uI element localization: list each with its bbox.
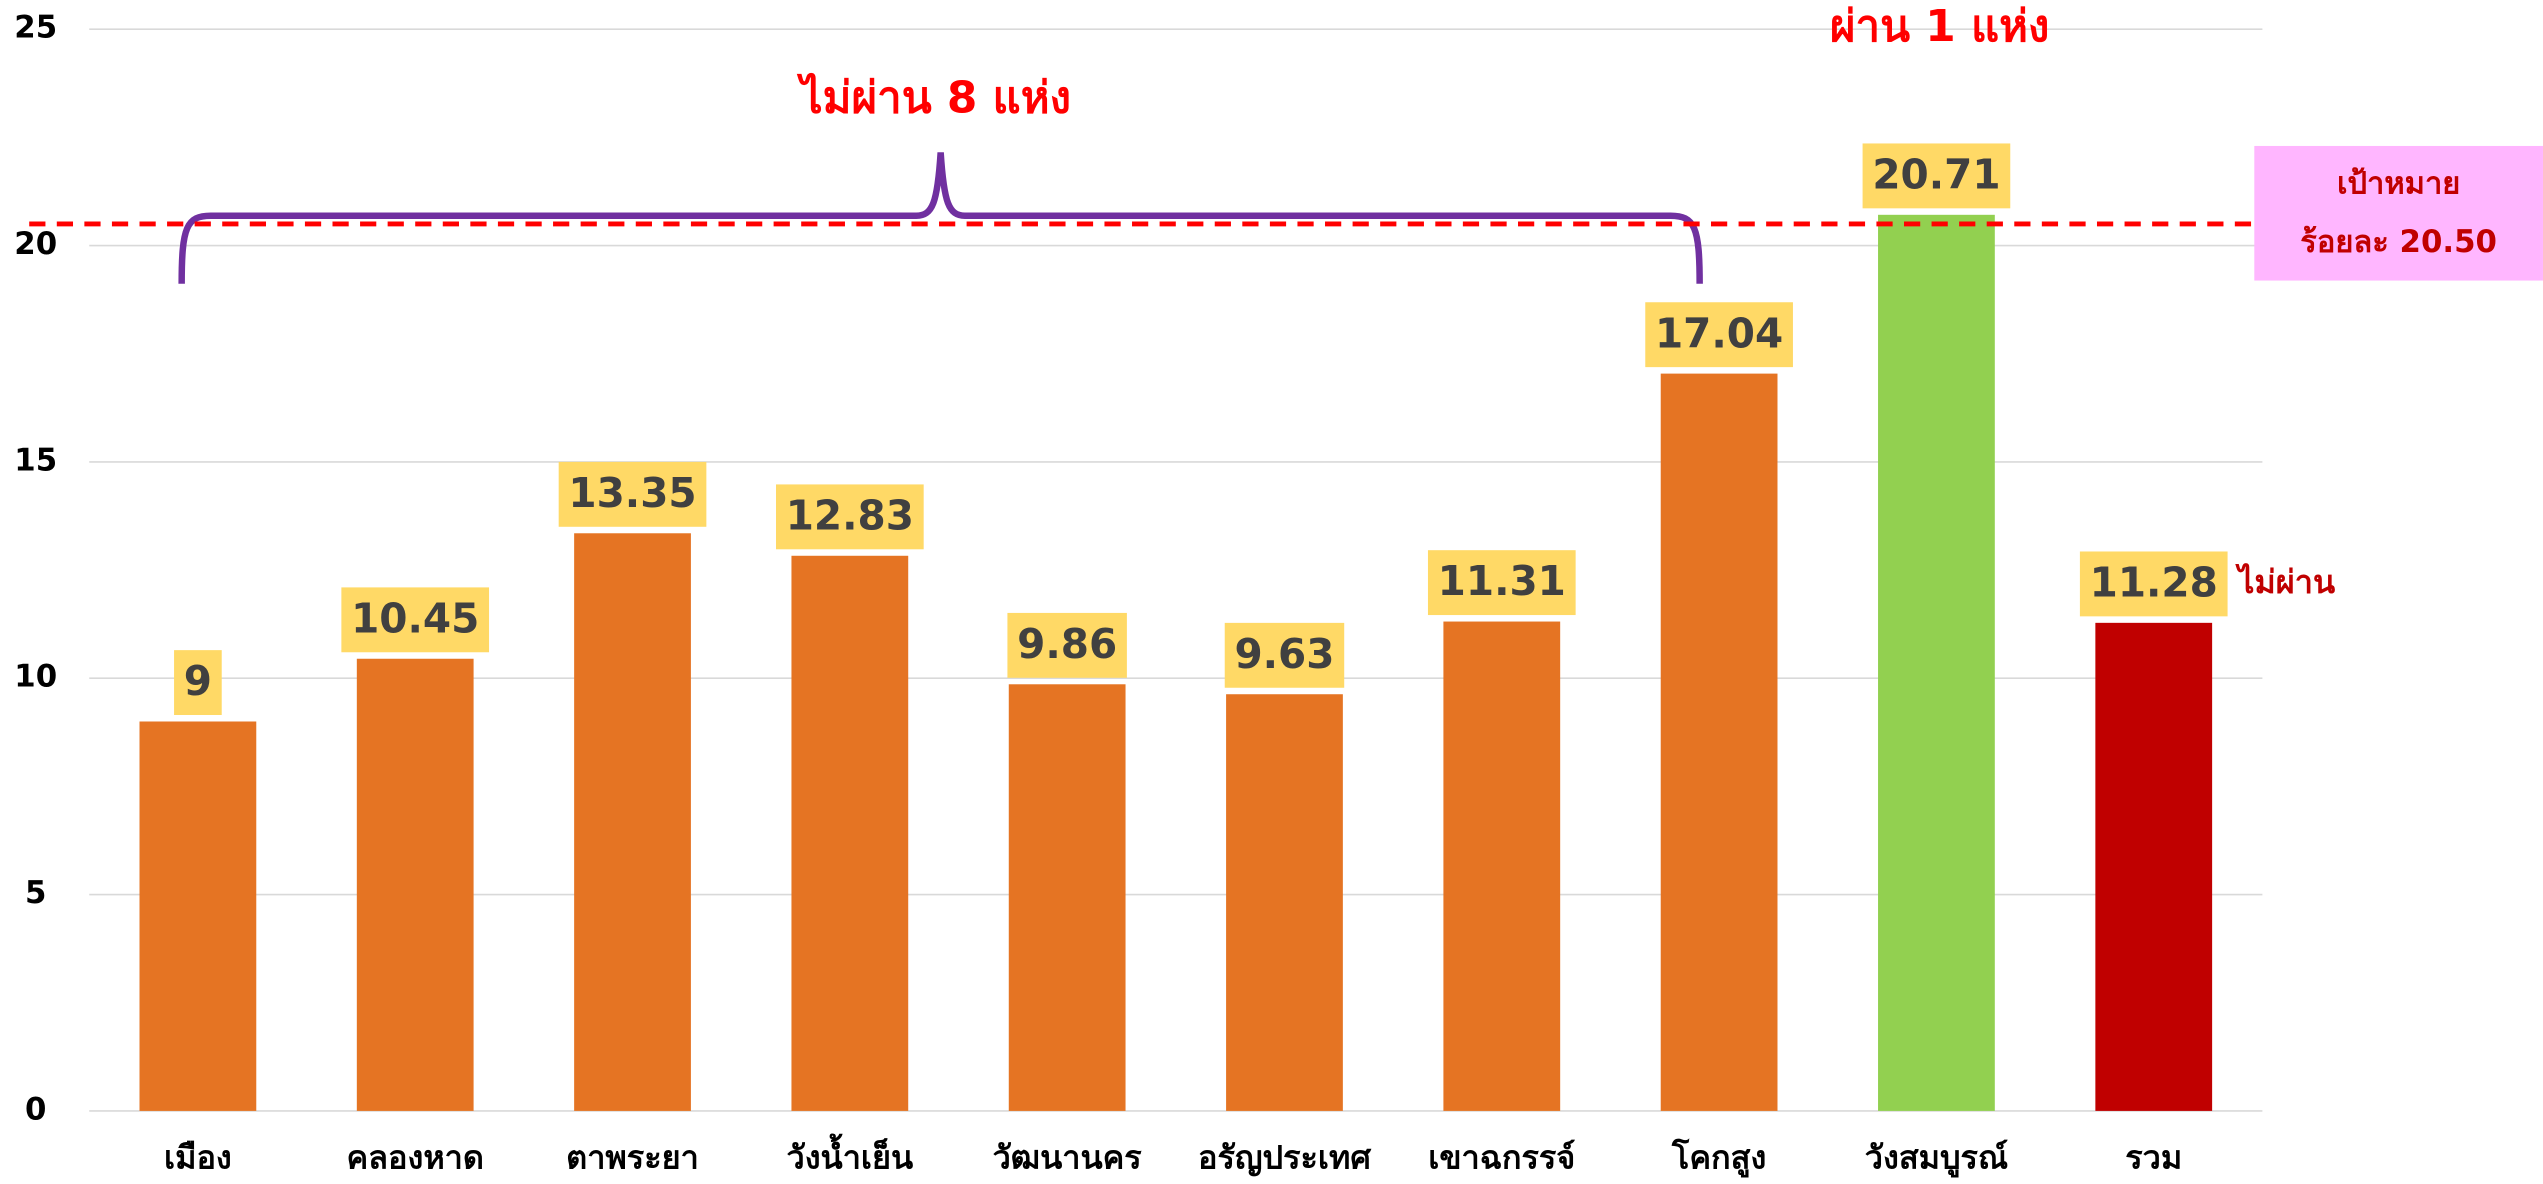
bar: [791, 555, 909, 1111]
value-label-bg: [174, 650, 222, 716]
value-label: 11.28: [2090, 559, 2218, 607]
value-label: 17.04: [1655, 309, 1783, 357]
x-tick-label: วัฒนานคร: [993, 1139, 1143, 1177]
bar: [1443, 621, 1561, 1111]
value-label-bg: [2079, 551, 2228, 617]
x-tick-label: อรัญประเทศ: [1198, 1139, 1371, 1177]
target-box: [2254, 145, 2543, 281]
value-label: 10.45: [351, 594, 479, 642]
annotation: ผ่าน 1 แห่ง: [1830, 1, 2050, 52]
x-tick-label: เมือง: [164, 1139, 232, 1177]
target-label: ร้อยละ 20.50: [2300, 224, 2497, 260]
value-label: 9.86: [1017, 620, 1117, 668]
x-tick-label: วังสมบูรณ์: [1865, 1139, 2008, 1179]
y-tick-label: 25: [14, 10, 57, 46]
value-label-bg: [1427, 550, 1576, 616]
bar: [1660, 373, 1778, 1111]
bar: [1878, 214, 1995, 1111]
y-tick-label: 5: [25, 875, 46, 911]
y-tick-label: 15: [14, 442, 57, 478]
value-label-bg: [1645, 302, 1793, 368]
value-label-bg: [1862, 143, 2011, 209]
brace: [178, 152, 1703, 284]
value-label: 11.31: [1438, 557, 1566, 605]
bar: [356, 658, 474, 1111]
x-tick-label: ตาพระยา: [566, 1139, 699, 1177]
value-label: 13.35: [568, 469, 696, 517]
y-tick-label: 10: [14, 659, 57, 695]
value-label-bg: [1007, 612, 1127, 678]
bar: [1226, 694, 1343, 1111]
x-tick-label: วังน้ำเย็น: [787, 1134, 914, 1177]
bar: [1008, 684, 1126, 1111]
value-label: 9: [184, 657, 212, 705]
value-label-bg: [775, 484, 924, 550]
value-label: 20.71: [1872, 151, 2000, 199]
value-label: 9.63: [1234, 630, 1334, 678]
y-tick-label: 0: [25, 1091, 46, 1127]
value-label-bg: [1224, 622, 1345, 688]
x-tick-label: รวม: [2125, 1139, 2182, 1177]
x-tick-label: เขาฉกรรจ์: [1428, 1139, 1575, 1177]
bar: [2095, 622, 2213, 1111]
bar: [139, 721, 257, 1111]
target-label: เป้าหมาย: [2337, 165, 2460, 201]
value-label-bg: [558, 461, 707, 527]
bar: [574, 533, 691, 1111]
annotation: ไม่ผ่าน: [2235, 563, 2335, 601]
x-tick-label: คลองหาด: [346, 1139, 484, 1177]
x-tick-label: โคกสูง: [1671, 1138, 1766, 1179]
y-tick-label: 20: [14, 226, 57, 262]
value-label-bg: [341, 587, 490, 653]
value-label: 12.83: [786, 491, 914, 539]
annotation: ไม่ผ่าน 8 แห่ง: [797, 73, 1071, 124]
